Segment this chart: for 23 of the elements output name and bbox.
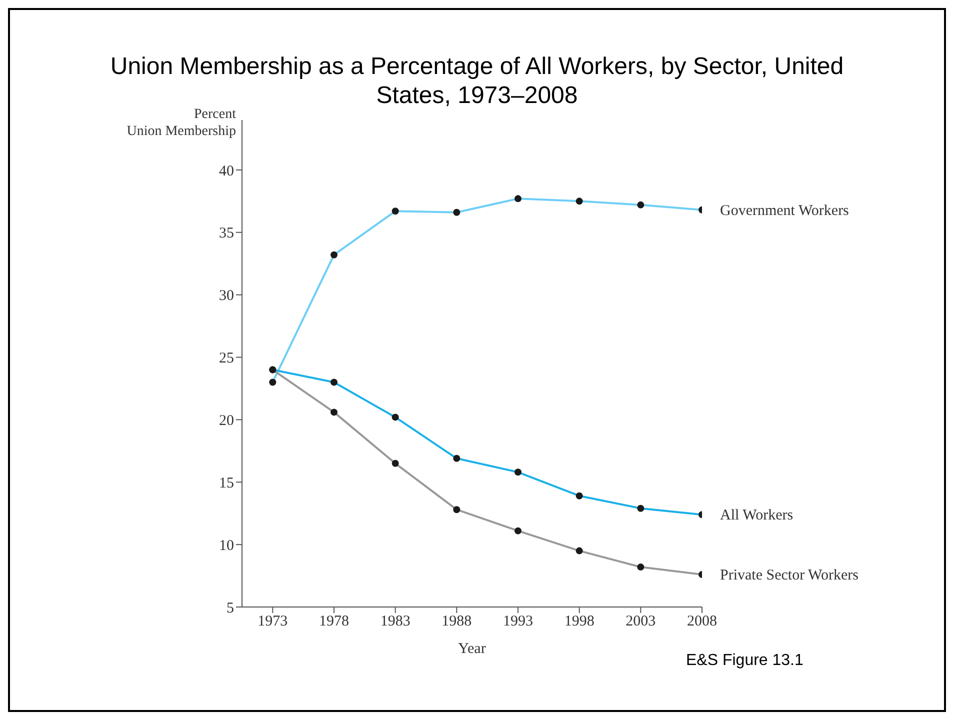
y-tick-label: 15 <box>219 475 234 492</box>
x-tick-label: 1973 <box>258 614 288 630</box>
chart-title: Union Membership as a Percentage of All Workers, by Sector, United States, 1973–2008 <box>110 53 844 109</box>
x-tick-label: 1993 <box>503 614 533 630</box>
x-tick-label: 2008 <box>687 614 717 630</box>
y-tick-label: 40 <box>219 163 234 180</box>
y-tick-label: 5 <box>226 600 234 616</box>
y-tick-label: 25 <box>219 350 234 367</box>
y-tick-label: 35 <box>219 226 234 242</box>
x-tick-label: 1998 <box>564 614 594 630</box>
y-tick-label: 30 <box>219 288 234 304</box>
x-tick-label: 2003 <box>626 614 656 630</box>
y-tick-label: 10 <box>219 538 234 554</box>
series-label: Government Workers <box>720 202 850 219</box>
x-tick-label: 1978 <box>319 614 349 630</box>
series-label: Private Sector Workers <box>720 568 859 584</box>
text: E&S Figure 13.1 <box>686 652 804 670</box>
x-tick-label: 1988 <box>442 614 472 630</box>
x-tick-label: 1983 <box>380 614 410 630</box>
y-axis-title: Percent Union Membership <box>126 107 236 139</box>
series-label: All Workers <box>720 508 794 524</box>
y-tick-label: 20 <box>219 413 234 430</box>
x-axis-title: Year <box>458 641 486 657</box>
